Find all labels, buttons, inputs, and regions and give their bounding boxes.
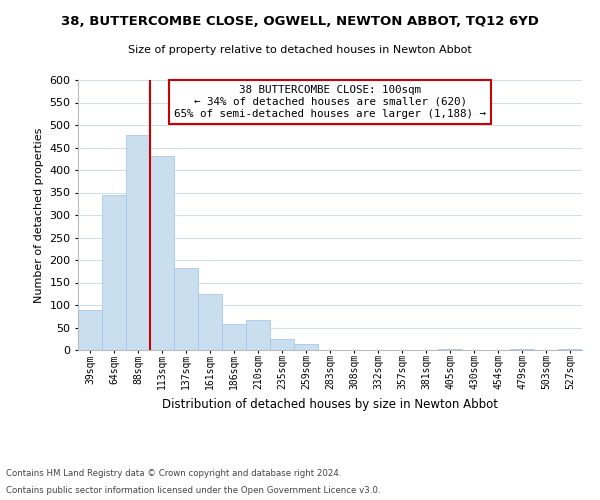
Bar: [438, 349, 462, 350]
Bar: [510, 349, 534, 350]
Bar: [174, 268, 198, 350]
Y-axis label: Number of detached properties: Number of detached properties: [34, 128, 44, 302]
Bar: [222, 324, 246, 350]
Bar: [246, 320, 270, 350]
Bar: [126, 135, 150, 350]
Bar: [270, 339, 294, 350]
Bar: [198, 294, 222, 350]
Text: Contains HM Land Registry data © Crown copyright and database right 2024.: Contains HM Land Registry data © Crown c…: [6, 468, 341, 477]
Text: Contains public sector information licensed under the Open Government Licence v3: Contains public sector information licen…: [6, 486, 380, 495]
Text: 38, BUTTERCOMBE CLOSE, OGWELL, NEWTON ABBOT, TQ12 6YD: 38, BUTTERCOMBE CLOSE, OGWELL, NEWTON AB…: [61, 15, 539, 28]
Bar: [102, 194, 126, 350]
Bar: [78, 310, 102, 350]
Text: 38 BUTTERCOMBE CLOSE: 100sqm
← 34% of detached houses are smaller (620)
65% of s: 38 BUTTERCOMBE CLOSE: 100sqm ← 34% of de…: [174, 86, 486, 118]
Bar: [150, 156, 174, 350]
Bar: [294, 344, 318, 350]
Text: Size of property relative to detached houses in Newton Abbot: Size of property relative to detached ho…: [128, 45, 472, 55]
Bar: [558, 349, 582, 350]
X-axis label: Distribution of detached houses by size in Newton Abbot: Distribution of detached houses by size …: [162, 398, 498, 411]
